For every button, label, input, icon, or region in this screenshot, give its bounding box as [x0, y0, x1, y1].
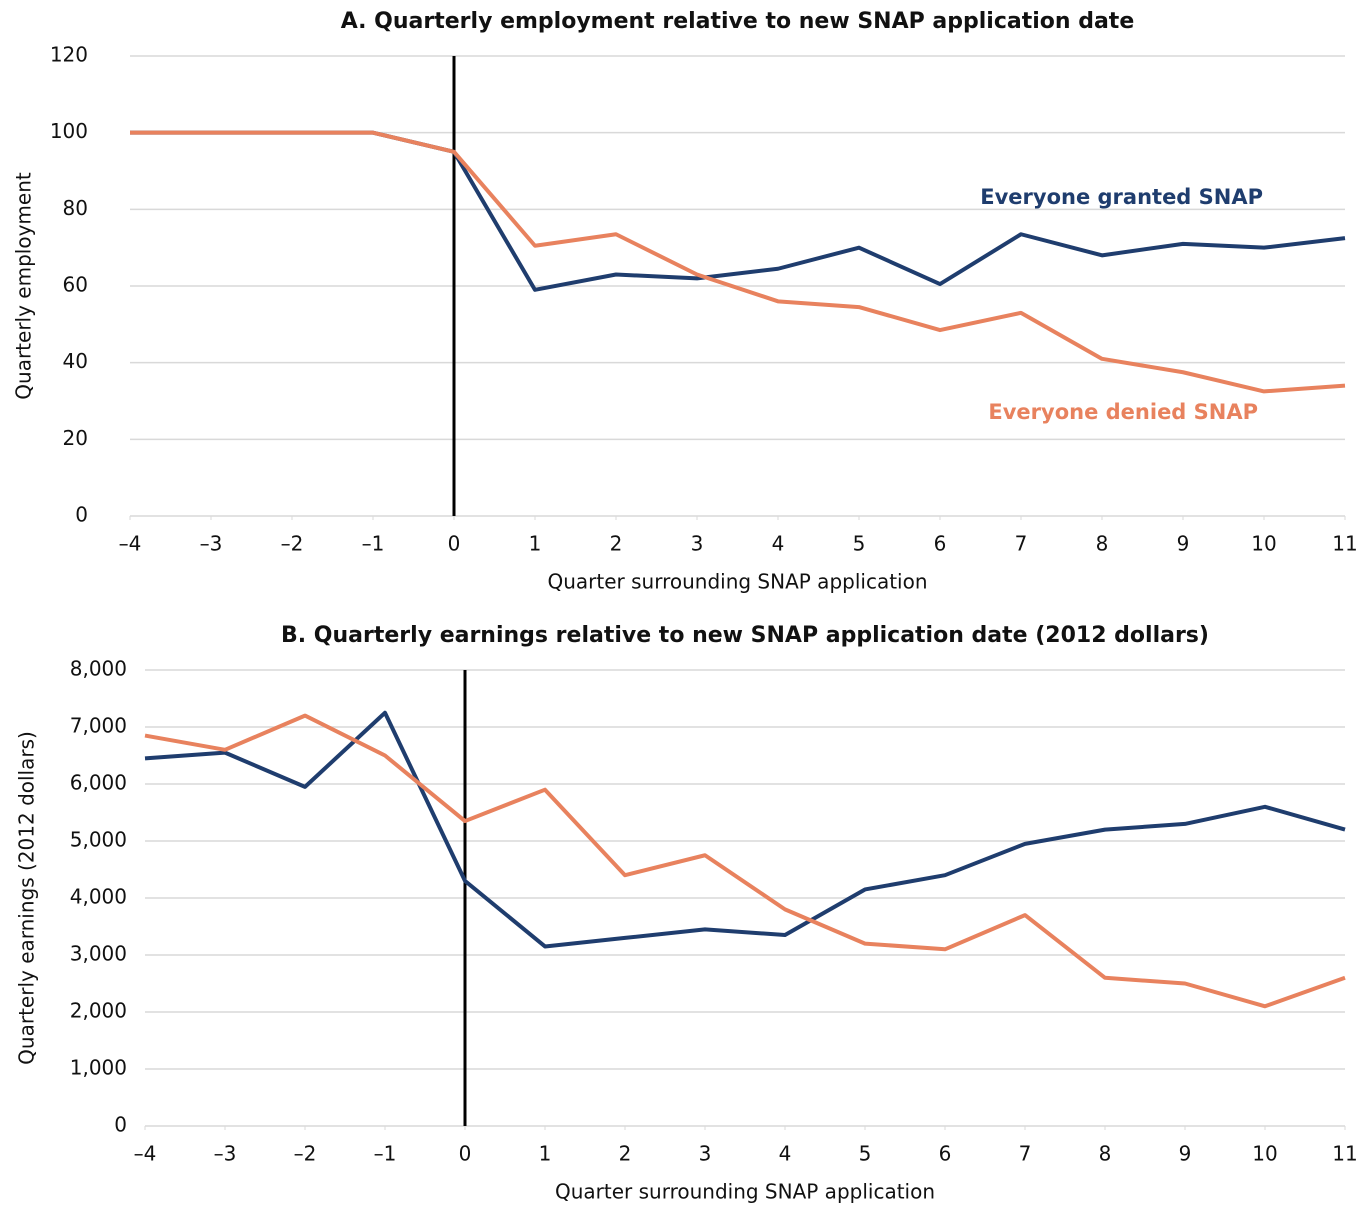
- y-tick-label: 0: [114, 1113, 127, 1137]
- series-line: [130, 130, 1346, 292]
- x-tick-label: 2: [610, 532, 623, 556]
- x-tick-label: 1: [539, 1142, 552, 1166]
- x-tick-label: 0: [459, 1142, 472, 1166]
- x-tick-label: –3: [214, 1142, 237, 1166]
- x-tick-label: 4: [772, 532, 785, 556]
- y-tick-label: 1,000: [70, 1056, 127, 1080]
- x-tick-label: 6: [934, 532, 947, 556]
- x-tick-label: 10: [1251, 532, 1276, 556]
- x-tick-label: 8: [1099, 1142, 1112, 1166]
- x-tick-label: –1: [362, 532, 385, 556]
- x-tick-label: 11: [1332, 532, 1357, 556]
- series-label: Everyone denied SNAP: [988, 400, 1258, 424]
- x-tick-label: 1: [529, 532, 542, 556]
- y-tick-label: 5,000: [70, 828, 127, 852]
- y-tick-label: 3,000: [70, 942, 127, 966]
- x-tick-label: –3: [200, 532, 223, 556]
- x-tick-label: 5: [853, 532, 866, 556]
- y-tick-label: 0: [75, 503, 88, 527]
- y-tick-label: 20: [63, 426, 88, 450]
- y-tick-label: 6,000: [70, 771, 127, 795]
- x-tick-label: 7: [1015, 532, 1028, 556]
- x-tick-label: 6: [939, 1142, 952, 1166]
- y-tick-label: 120: [50, 43, 88, 67]
- x-tick-label: –1: [374, 1142, 397, 1166]
- x-tick-label: –4: [119, 532, 142, 556]
- series-line: [144, 713, 1346, 1009]
- y-tick-label: 100: [50, 119, 88, 143]
- x-axis-label: Quarter surrounding SNAP application: [555, 1180, 935, 1204]
- x-tick-label: 9: [1179, 1142, 1192, 1166]
- x-tick-label: 9: [1177, 532, 1190, 556]
- x-tick-label: 4: [779, 1142, 792, 1166]
- y-axis-label: Quarterly employment: [12, 172, 36, 400]
- x-tick-label: –4: [134, 1142, 157, 1166]
- x-tick-label: 7: [1019, 1142, 1032, 1166]
- y-tick-label: 2,000: [70, 999, 127, 1023]
- y-axis-label: Quarterly earnings (2012 dollars): [15, 731, 39, 1065]
- x-tick-label: 3: [691, 532, 704, 556]
- y-tick-label: 60: [63, 273, 88, 297]
- x-tick-label: 10: [1252, 1142, 1277, 1166]
- series-label: Everyone granted SNAP: [980, 185, 1263, 209]
- x-axis-label: Quarter surrounding SNAP application: [547, 570, 927, 594]
- y-tick-label: 8,000: [70, 657, 127, 681]
- y-tick-label: 80: [63, 196, 88, 220]
- x-tick-label: –2: [281, 532, 304, 556]
- x-tick-label: 11: [1332, 1142, 1357, 1166]
- x-tick-label: 0: [448, 532, 461, 556]
- x-tick-label: –2: [294, 1142, 317, 1166]
- y-tick-label: 4,000: [70, 885, 127, 909]
- series-line: [130, 130, 1346, 394]
- y-tick-label: 7,000: [70, 714, 127, 738]
- y-tick-label: 40: [63, 349, 88, 373]
- chart-title: A. Quarterly employment relative to new …: [341, 9, 1135, 34]
- x-tick-label: 3: [699, 1142, 712, 1166]
- x-tick-label: 8: [1096, 532, 1109, 556]
- series-line: [144, 710, 1346, 949]
- x-tick-label: 2: [619, 1142, 632, 1166]
- chart-title: B. Quarterly earnings relative to new SN…: [281, 623, 1209, 648]
- x-tick-label: 5: [859, 1142, 872, 1166]
